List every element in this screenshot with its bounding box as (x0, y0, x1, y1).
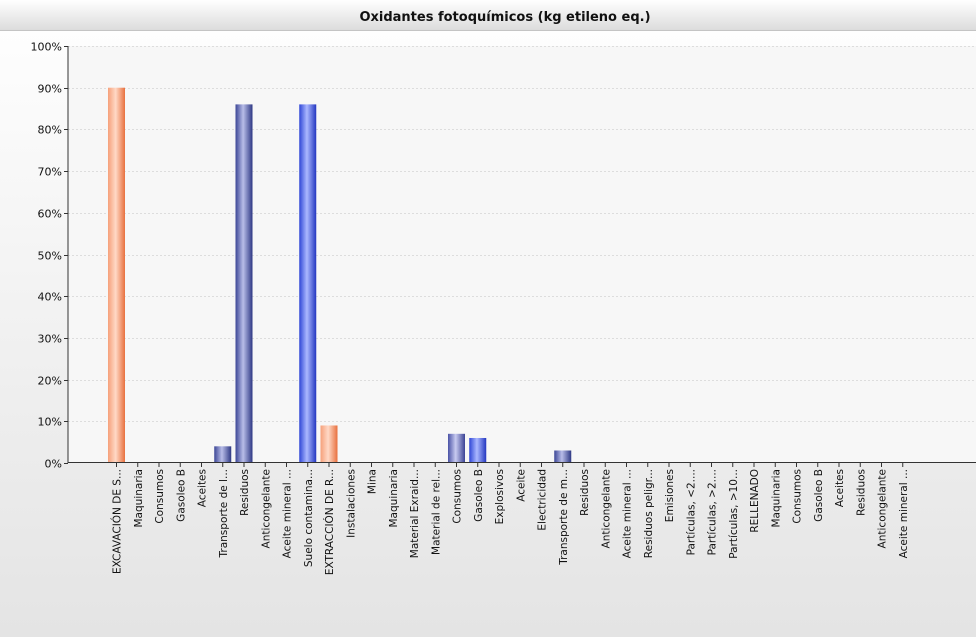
bar (108, 87, 125, 463)
x-tick-label: Residuos peligr... (643, 469, 655, 558)
x-tick-label: Anticongelante (877, 469, 889, 548)
y-tick-label: 10% (38, 416, 62, 429)
x-tick-label: Gasoleo B (473, 469, 485, 522)
x-tick-label: Consumos (792, 469, 804, 524)
x-tick-label: Aceite mineral ... (282, 469, 294, 558)
x-tick-label: Partículas, >10... (728, 469, 740, 559)
x-tick-label: Partículas, >2.... (707, 469, 719, 555)
bar (299, 104, 317, 463)
y-tick-label: 40% (38, 291, 62, 304)
bar (320, 425, 338, 463)
x-tick-label: Emisiones (664, 469, 676, 522)
x-tick-label: EXCAVACIÓN DE S... (111, 469, 124, 574)
bars (108, 87, 572, 463)
x-tick-label: Material de rel... (430, 469, 442, 555)
x-tick-label: EXTRACCIÓN DE R... (323, 469, 336, 575)
y-tick-label: 70% (38, 166, 62, 179)
x-tick-label: Suelo contamina... (303, 469, 315, 567)
y-tick-labels: 0% 10% 20% 30% 40% 50% 60% 70% 80% 90% 100% (31, 41, 68, 471)
y-tick-label: 90% (38, 83, 62, 96)
x-tick-label: RELLENADO (749, 469, 761, 533)
x-tick-label: Transporte de l... (218, 469, 230, 558)
x-tick-labels: EXCAVACIÓN DE S... Maquinaria Consumos Gaso… (111, 463, 910, 575)
grid-lines (68, 46, 976, 422)
chart-title: Oxidantes fotoquímicos (kg etileno eq.) (359, 10, 650, 25)
y-tick-label: 60% (38, 208, 62, 221)
x-tick-label: Explosivos (494, 469, 506, 524)
x-tick-label: Partículas, <2.... (685, 469, 697, 555)
x-tick-label: Gasoleo B (175, 469, 187, 522)
x-tick-label: Maquinaria (388, 469, 400, 528)
x-tick-label: Aceite mineral ... (622, 469, 634, 558)
x-tick-label: Residuos (579, 469, 591, 516)
x-tick-label: Aceites (834, 469, 846, 507)
x-tick-label: Mina (367, 469, 379, 494)
x-tick-label: Anticongelante (600, 469, 612, 548)
x-tick-label: Maquinaria (133, 469, 145, 528)
y-tick-label: 30% (38, 333, 62, 346)
plot-area (68, 46, 976, 463)
x-tick-label: Consumos (452, 469, 464, 524)
axes (67, 46, 976, 463)
bar (448, 433, 465, 463)
x-tick-label: Aceites (197, 469, 209, 507)
y-tick-label: 20% (38, 375, 62, 388)
bar (469, 437, 487, 463)
x-tick-label: Material Exraid... (409, 469, 421, 558)
x-tick-label: Transporte de m... (558, 469, 570, 566)
x-tick-label: Electricidad (537, 469, 549, 531)
x-tick-label: Instalaciones (345, 469, 357, 538)
x-tick-label: Aceite mineral ... (898, 469, 910, 558)
y-tick-label: 50% (38, 250, 62, 263)
x-tick-label: Gasoleo B (813, 469, 825, 522)
y-tick-label: 100% (31, 41, 62, 54)
y-tick-label: 80% (38, 124, 62, 137)
y-tick-label: 0% (45, 458, 62, 471)
title-bar (0, 0, 976, 30)
bar (214, 446, 232, 463)
x-tick-label: Residuos (855, 469, 867, 516)
x-tick-label: Consumos (154, 469, 166, 524)
x-tick-label: Anticongelante (260, 469, 272, 548)
bar (554, 450, 572, 463)
bar (235, 104, 253, 463)
x-tick-label: Residuos (239, 469, 251, 516)
x-tick-label: Maquinaria (770, 469, 782, 528)
x-tick-label: Aceite (515, 469, 527, 502)
